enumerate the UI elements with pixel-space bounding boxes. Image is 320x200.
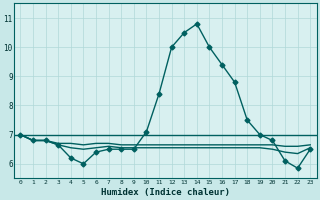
X-axis label: Humidex (Indice chaleur): Humidex (Indice chaleur) [101, 188, 230, 197]
